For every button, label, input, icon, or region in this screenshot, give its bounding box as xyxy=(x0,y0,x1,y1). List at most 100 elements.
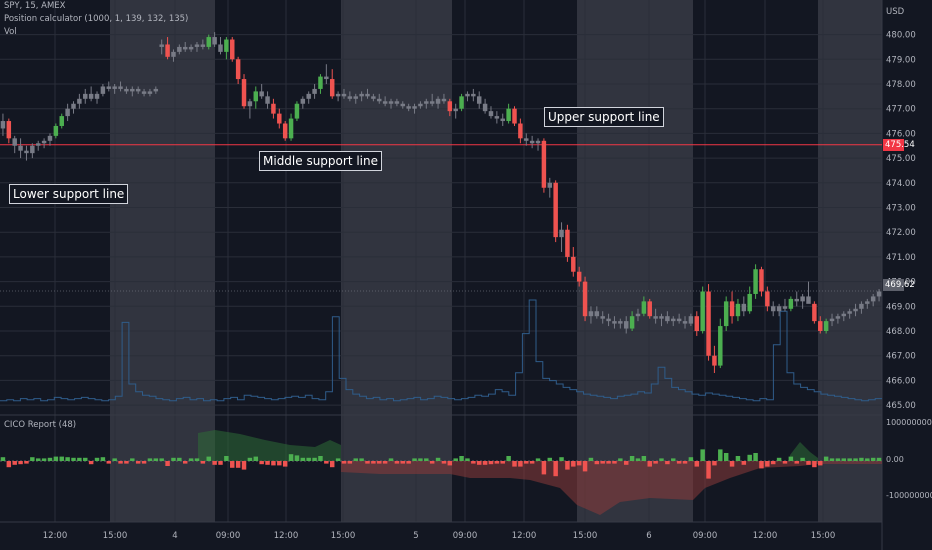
cico-bar xyxy=(618,458,623,461)
candle-body xyxy=(770,306,776,312)
cico-bar xyxy=(359,458,364,461)
cico-bar xyxy=(647,461,652,467)
candle-body xyxy=(676,318,682,322)
candle-body xyxy=(870,296,876,302)
cico-bar xyxy=(41,458,47,461)
cico-bar xyxy=(329,461,335,468)
cico-bar xyxy=(606,461,611,464)
cico-bar xyxy=(735,456,741,461)
y-tick-label: 474.00 xyxy=(886,179,916,189)
candle-body xyxy=(159,44,164,47)
cico-bar xyxy=(835,458,841,461)
cico-bar xyxy=(688,457,694,461)
cico-bar xyxy=(200,461,206,464)
cico-bar xyxy=(341,461,347,464)
cico-bar xyxy=(353,458,358,461)
cico-bar xyxy=(759,461,764,469)
y-tick-label: 472.00 xyxy=(886,228,916,238)
cico-bar xyxy=(30,457,35,461)
candle-body xyxy=(659,316,664,319)
cico-bar xyxy=(112,458,117,461)
cico-bar xyxy=(870,457,876,461)
candle-body xyxy=(30,145,35,154)
cico-bar xyxy=(841,458,847,461)
candle-body xyxy=(453,108,458,112)
candle-body xyxy=(606,318,611,322)
candle-body xyxy=(576,271,582,282)
session-band-2 xyxy=(577,0,693,522)
candle-body xyxy=(88,93,94,99)
cico-bar xyxy=(412,458,417,461)
cico-bar xyxy=(212,461,217,465)
cico-bar xyxy=(723,453,729,461)
cico-bar xyxy=(712,461,717,466)
cico-bar xyxy=(518,461,523,467)
candle-body xyxy=(682,321,688,324)
candle-body xyxy=(0,121,6,129)
cico-bar xyxy=(177,457,182,461)
candle-body xyxy=(529,140,535,144)
candle-body xyxy=(394,101,400,104)
candle-body xyxy=(347,96,353,99)
lower-tick-zero: 0.00 xyxy=(886,455,904,464)
candle-body xyxy=(706,291,711,356)
cico-bar xyxy=(377,461,382,464)
cico-bar xyxy=(141,461,147,464)
candle-body xyxy=(47,135,53,141)
session-band-1 xyxy=(341,0,452,522)
cico-bar xyxy=(770,461,776,465)
candle-body xyxy=(294,103,300,119)
cico-bar xyxy=(435,457,441,461)
annotation-middle-support[interactable]: Middle support line xyxy=(259,151,382,171)
cico-bar xyxy=(800,457,805,461)
annotation-upper-support[interactable]: Upper support line xyxy=(544,107,664,127)
x-tick-label: 12:00 xyxy=(512,531,537,541)
volume-line xyxy=(0,299,882,402)
candle-body xyxy=(535,140,541,144)
cico-bar xyxy=(447,461,453,466)
candle-body xyxy=(653,316,658,319)
cico-area-positive-1 xyxy=(198,430,341,461)
candle-body xyxy=(300,98,306,104)
candle-body xyxy=(83,93,88,99)
candle-body xyxy=(688,316,694,324)
candle-body xyxy=(253,91,259,102)
candle-body xyxy=(788,298,794,309)
candle-body xyxy=(823,321,829,332)
candle-body xyxy=(259,91,264,97)
cico-bar xyxy=(418,458,423,461)
candle-body xyxy=(18,145,23,151)
cico-bar xyxy=(382,461,388,464)
cico-bar xyxy=(388,458,394,461)
cico-bar xyxy=(600,461,605,464)
cico-bar xyxy=(318,456,323,461)
currency-label: USD xyxy=(886,7,905,17)
annotation-lower-support[interactable]: Lower support line xyxy=(9,184,129,204)
candle-body xyxy=(435,98,441,104)
cico-bar xyxy=(453,458,458,461)
cico-bar xyxy=(182,461,188,464)
candle-body xyxy=(618,321,623,324)
candle-body xyxy=(212,37,217,45)
candle-body xyxy=(565,229,570,257)
cico-bar xyxy=(623,461,629,465)
y-tick-label: 478.00 xyxy=(886,80,916,90)
candle-body xyxy=(306,93,311,99)
cico-bar xyxy=(853,458,858,461)
x-tick-label: 12:00 xyxy=(753,531,778,541)
cico-bar xyxy=(729,461,735,467)
candle-body xyxy=(841,313,847,317)
cico-bar xyxy=(6,461,12,468)
session-band-0 xyxy=(110,0,215,522)
candle-body xyxy=(459,96,464,109)
candle-body xyxy=(524,138,529,141)
candle-body xyxy=(224,39,229,52)
cico-bar xyxy=(823,456,829,461)
cico-bar xyxy=(259,461,264,465)
cico-bar xyxy=(135,461,141,464)
cico-bar xyxy=(465,458,470,461)
candle-body xyxy=(723,301,729,327)
cico-bar xyxy=(641,456,647,461)
candle-body xyxy=(194,44,200,47)
